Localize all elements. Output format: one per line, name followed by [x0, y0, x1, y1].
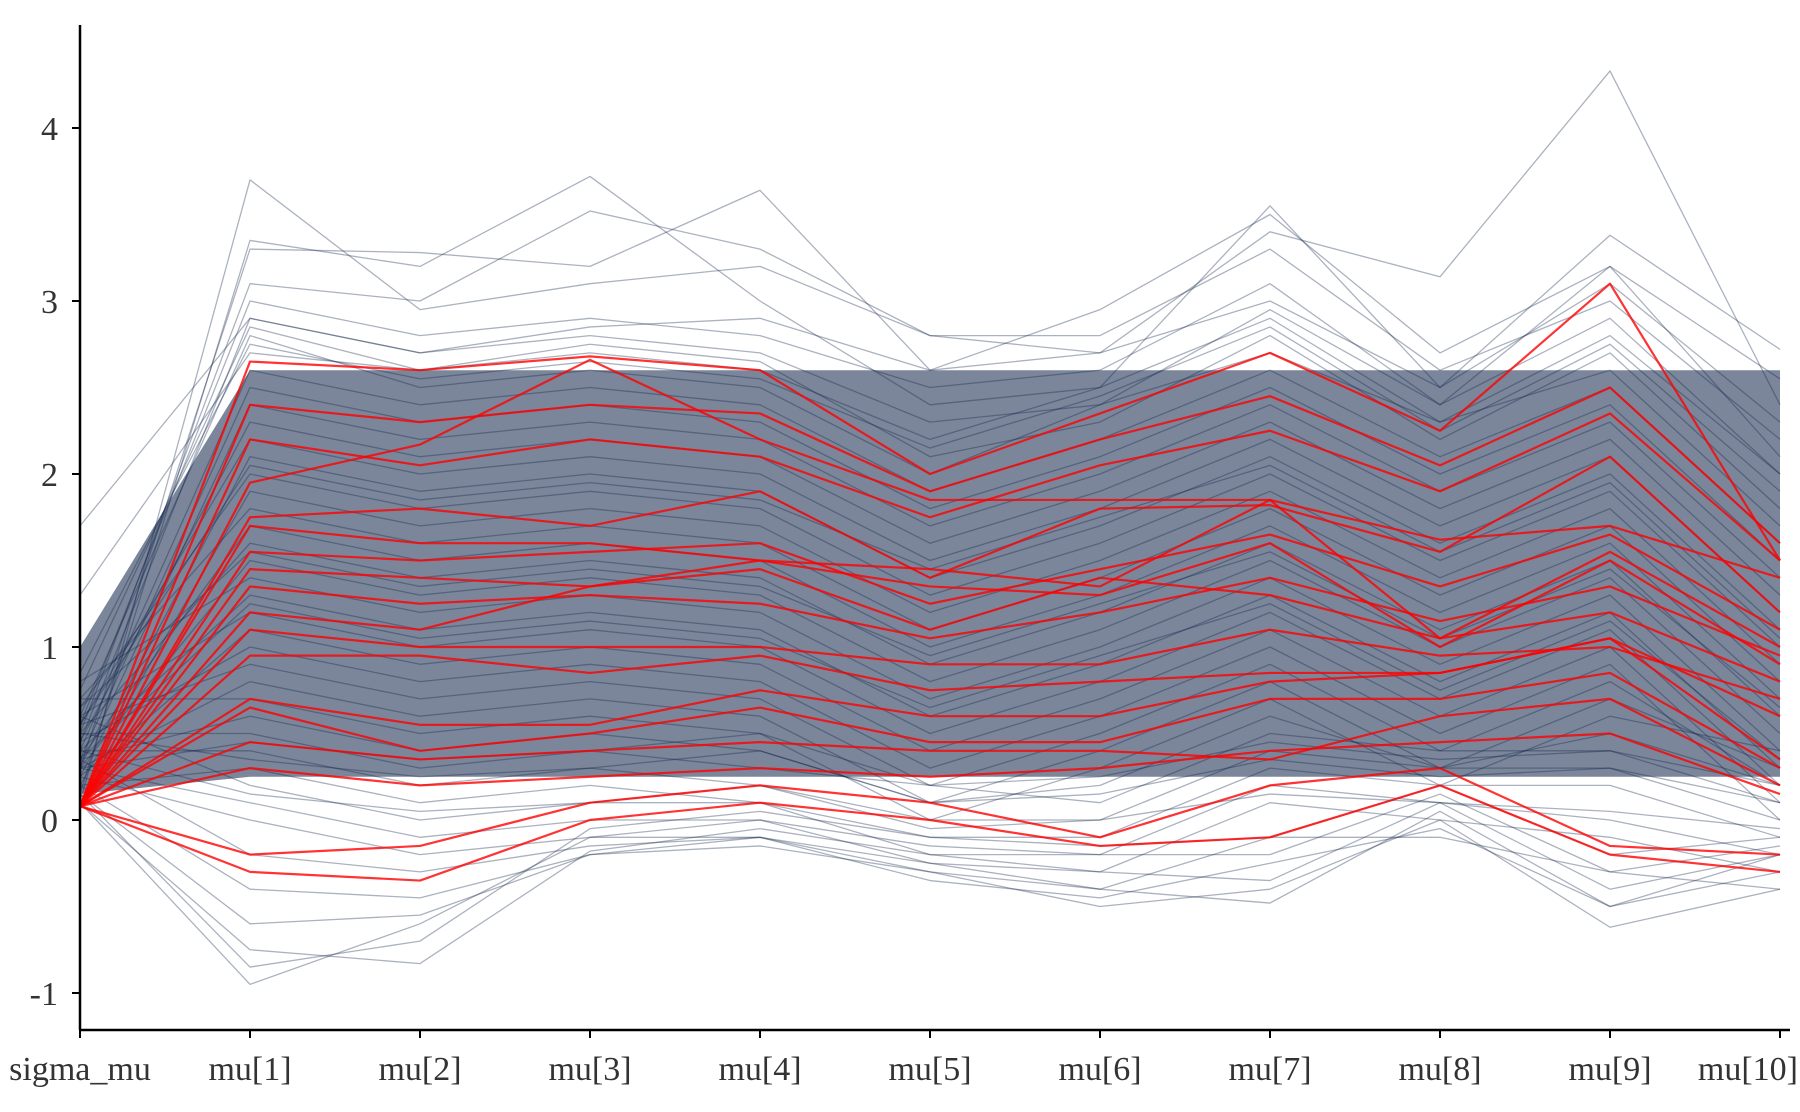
regular-draw-line-38 — [79, 793, 1781, 985]
regular-draw-line-21 — [79, 611, 1781, 786]
regular-draw-line-34 — [79, 758, 1781, 908]
regular-draw-line-9 — [79, 404, 1781, 769]
divergent-draws-layer — [78, 282, 1781, 882]
divergent-draw-line-64 — [78, 386, 1781, 807]
x-tick-label: mu[6] — [1058, 1051, 1141, 1088]
divergent-draw-line-60 — [79, 697, 1781, 808]
regular-draw-line-24 — [79, 663, 1781, 787]
divergent-draw-line-52 — [79, 455, 1781, 807]
x-tick-label: sigma_mu — [9, 1051, 151, 1088]
y-tick-label: 2 — [41, 457, 58, 494]
regular-draw-line-30 — [79, 767, 1781, 838]
divergent-draw-line-65 — [79, 412, 1781, 807]
x-tick-label: mu[8] — [1398, 1051, 1481, 1088]
regular-draw-line-3 — [79, 210, 1781, 734]
regular-draw-line-0 — [79, 70, 1781, 803]
divergent-draw-line-58 — [79, 637, 1781, 808]
regular-draw-line-2 — [79, 189, 1781, 769]
x-tick-label: mu[9] — [1568, 1051, 1651, 1088]
divergent-draw-line-54 — [79, 542, 1781, 807]
y-tick-label: -1 — [30, 976, 58, 1013]
draw-density-band — [80, 370, 1780, 795]
regular-draw-line-8 — [79, 386, 1781, 760]
regular-draw-line-41 — [79, 283, 1781, 743]
regular-draw-line-10 — [79, 421, 1781, 743]
divergent-draw-line-56 — [79, 628, 1781, 807]
regular-draw-line-11 — [79, 438, 1781, 726]
x-tick-label: mu[1] — [208, 1051, 291, 1088]
y-tick-label: 0 — [41, 803, 58, 840]
divergent-draw-line-50 — [78, 282, 1781, 807]
regular-draw-line-33 — [79, 776, 1781, 890]
divergent-draw-line-67 — [79, 576, 1781, 807]
axes-layer: -1 0 1 2 3 4 sigma_mu mu[1] mu[2] mu[3] mu[4] mu[5]… — [9, 25, 1798, 1088]
regular-draw-line-19 — [79, 577, 1781, 752]
y-tick-label: 1 — [41, 630, 58, 667]
regular-draw-line-35 — [79, 784, 1781, 928]
x-tick-label: mu[10] — [1698, 1051, 1798, 1088]
regular-draw-line-16 — [79, 525, 1781, 760]
regular-draw-line-48 — [79, 603, 1781, 760]
regular-draw-line-14 — [79, 490, 1781, 786]
regular-draw-line-1 — [79, 175, 1781, 795]
regular-draw-line-42 — [79, 317, 1781, 691]
y-tick-label: 4 — [41, 111, 58, 148]
x-tick-label: mu[4] — [718, 1051, 801, 1088]
divergent-draw-line-62 — [79, 766, 1781, 856]
x-tick-label: mu[7] — [1228, 1051, 1311, 1088]
x-tick-label: mu[5] — [888, 1051, 971, 1088]
divergent-draw-line-63 — [79, 784, 1781, 882]
regular-draw-line-32 — [79, 767, 1781, 873]
x-tick-label: mu[2] — [378, 1051, 461, 1088]
regular-draw-line-4 — [79, 308, 1781, 527]
regular-draw-line-18 — [79, 559, 1781, 769]
regular-draw-line-37 — [79, 802, 1781, 965]
regular-draws-layer — [79, 70, 1781, 985]
divergent-draw-line-61 — [79, 732, 1781, 808]
divergent-draw-line-55 — [79, 568, 1781, 807]
y-tick-label: 3 — [41, 284, 58, 321]
regular-draw-line-13 — [79, 473, 1781, 708]
x-tick-label: mu[3] — [548, 1051, 631, 1088]
regular-draw-line-28 — [80, 732, 1781, 804]
regular-draw-line-40 — [79, 265, 1781, 726]
regular-draw-line-46 — [79, 750, 1781, 830]
divergent-draw-line-59 — [79, 671, 1781, 808]
regular-draw-line-36 — [79, 793, 1781, 925]
divergent-draw-line-66 — [79, 533, 1781, 807]
regular-draw-line-5 — [79, 334, 1781, 596]
